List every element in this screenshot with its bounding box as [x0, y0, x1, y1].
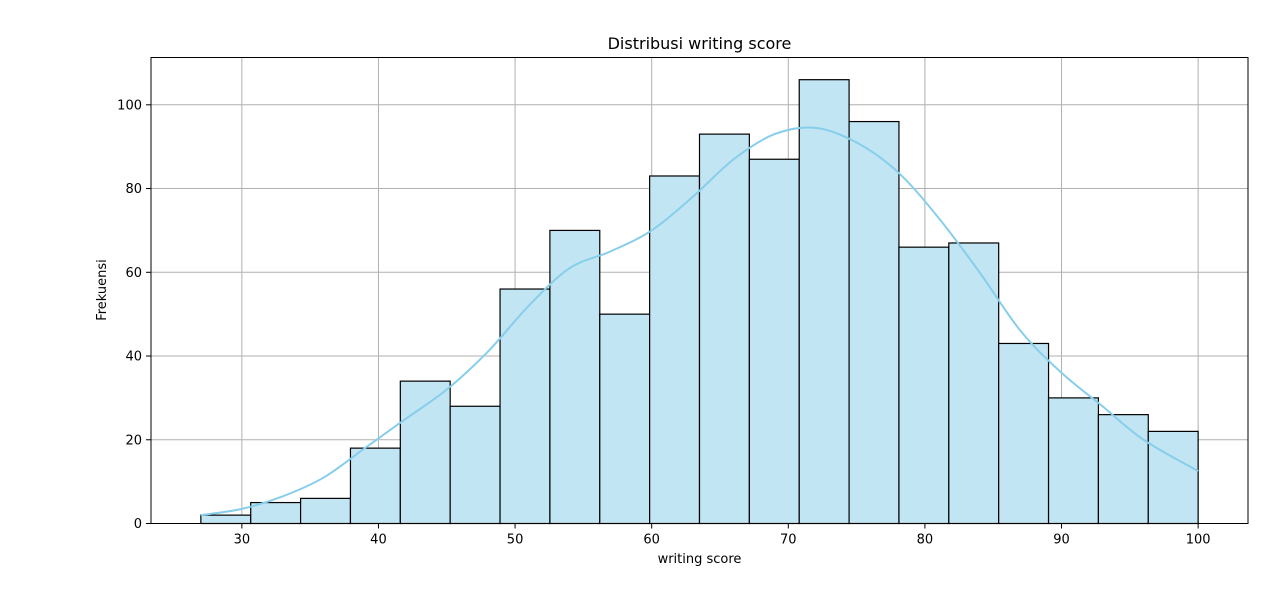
histogram-bar: [948, 242, 1000, 525]
kde-curve: [200, 126, 1199, 517]
x-tick-label: 80: [917, 533, 934, 548]
histogram-bar: [798, 79, 850, 525]
histogram-bar: [698, 133, 750, 525]
y-axis-label: Frekuensi: [95, 259, 110, 321]
histogram-bar: [200, 514, 252, 525]
x-tick-label: 50: [507, 533, 524, 548]
x-tick-label: 60: [643, 533, 660, 548]
y-tick-label: 60: [125, 266, 142, 281]
histogram-bar: [748, 158, 800, 525]
histogram-bar: [898, 246, 950, 525]
histogram-bar: [449, 405, 501, 525]
kde-layer: [200, 126, 1199, 517]
histogram-bar: [250, 501, 302, 525]
y-tick-label: 0: [134, 517, 142, 532]
x-tick-label: 90: [1053, 533, 1070, 548]
histogram-bar: [649, 175, 701, 525]
y-tick-label: 20: [125, 433, 142, 448]
histogram-bar: [349, 447, 401, 525]
x-tick-label: 100: [1186, 533, 1211, 548]
x-tick-label: 70: [780, 533, 797, 548]
bars-layer: [200, 79, 1199, 525]
y-axis-ticks: 0 20 40 60 80 100: [117, 98, 151, 532]
y-tick-label: 80: [125, 182, 142, 197]
histogram-bar: [998, 342, 1050, 525]
y-tick-label: 40: [125, 350, 142, 365]
histogram-bar: [549, 229, 601, 525]
y-tick-label: 100: [117, 98, 142, 113]
histogram-bar: [848, 120, 900, 525]
histogram-bar: [499, 288, 551, 525]
histogram-bar: [299, 497, 352, 525]
plot-frame: [150, 57, 1249, 524]
chart-title: Distribusi writing score: [608, 34, 792, 53]
histogram-bar: [599, 313, 651, 525]
x-tick-label: 40: [370, 533, 387, 548]
x-axis-ticks: 30 40 50 60 70 80 90 100: [234, 523, 1211, 548]
histogram-bar: [1097, 414, 1149, 525]
x-tick-label: 30: [234, 533, 251, 548]
histogram-bar: [1047, 397, 1100, 525]
histogram-bar: [399, 380, 451, 525]
histogram-bar: [1147, 430, 1199, 525]
x-axis-label: writing score: [658, 552, 742, 567]
